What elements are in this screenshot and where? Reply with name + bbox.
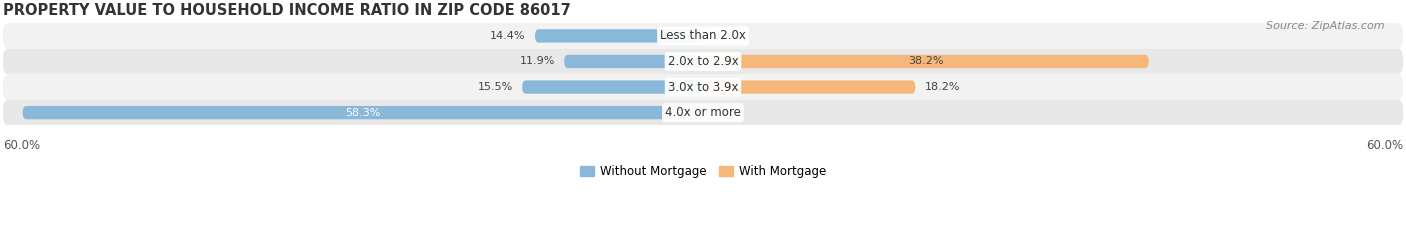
- Legend: Without Mortgage, With Mortgage: Without Mortgage, With Mortgage: [575, 161, 831, 183]
- Text: 60.0%: 60.0%: [3, 139, 39, 153]
- Text: Source: ZipAtlas.com: Source: ZipAtlas.com: [1267, 21, 1385, 31]
- Text: 60.0%: 60.0%: [1367, 139, 1403, 153]
- FancyBboxPatch shape: [3, 100, 1403, 125]
- Text: 11.9%: 11.9%: [519, 56, 555, 66]
- Text: 0.0%: 0.0%: [713, 31, 741, 41]
- Text: 3.0x to 3.9x: 3.0x to 3.9x: [668, 80, 738, 94]
- FancyBboxPatch shape: [522, 80, 703, 94]
- Text: 14.4%: 14.4%: [491, 31, 526, 41]
- Text: Less than 2.0x: Less than 2.0x: [659, 29, 747, 42]
- Text: 2.0x to 2.9x: 2.0x to 2.9x: [668, 55, 738, 68]
- FancyBboxPatch shape: [3, 23, 1403, 49]
- Text: 38.2%: 38.2%: [908, 56, 943, 66]
- FancyBboxPatch shape: [703, 55, 1149, 68]
- Text: 18.2%: 18.2%: [925, 82, 960, 92]
- Text: 4.0x or more: 4.0x or more: [665, 106, 741, 119]
- Text: 15.5%: 15.5%: [478, 82, 513, 92]
- FancyBboxPatch shape: [22, 106, 703, 119]
- FancyBboxPatch shape: [534, 29, 703, 43]
- FancyBboxPatch shape: [564, 55, 703, 68]
- Text: 0.0%: 0.0%: [713, 108, 741, 118]
- FancyBboxPatch shape: [703, 80, 915, 94]
- Text: PROPERTY VALUE TO HOUSEHOLD INCOME RATIO IN ZIP CODE 86017: PROPERTY VALUE TO HOUSEHOLD INCOME RATIO…: [3, 3, 571, 18]
- FancyBboxPatch shape: [3, 74, 1403, 100]
- Text: 58.3%: 58.3%: [344, 108, 381, 118]
- FancyBboxPatch shape: [3, 49, 1403, 74]
